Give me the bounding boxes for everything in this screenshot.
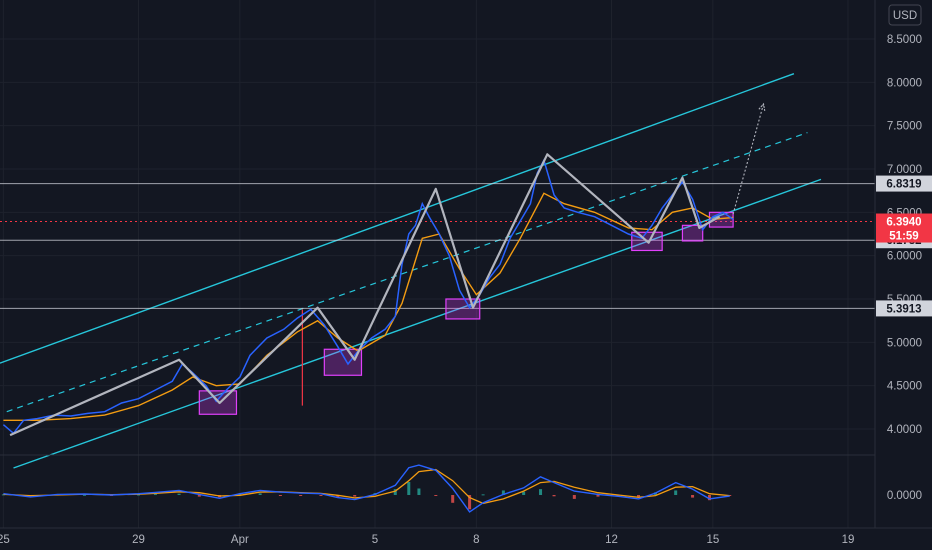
histogram-bar-11 [258, 493, 262, 495]
x-tick-label-7: 19 [842, 534, 855, 546]
channel-upper-line[interactable] [0, 73, 795, 364]
histogram-bar-29 [572, 495, 576, 499]
x-tick-label-5: 12 [605, 534, 618, 546]
histogram-bar-16 [353, 495, 357, 497]
histogram-bar-14 [319, 495, 323, 496]
histogram-bar-5 [137, 494, 141, 496]
x-tick-label-1: 29 [132, 534, 145, 546]
grid-lines [0, 0, 875, 528]
y-tick-label-1: 4.5000 [887, 381, 922, 393]
histogram-bar-13 [299, 495, 303, 496]
histogram-bar-25 [501, 490, 505, 495]
y-tick-label-2: 5.0000 [887, 337, 922, 349]
histogram-bar-37 [728, 495, 732, 496]
signal-line [3, 468, 730, 505]
histogram-bar-18 [393, 489, 397, 495]
highlight-box-4[interactable] [681, 224, 704, 242]
currency-label: USD [893, 10, 917, 22]
histogram-bar-24 [481, 494, 485, 496]
x-tick-label-2: Apr [231, 534, 249, 546]
zigzag-pattern[interactable] [9, 102, 766, 437]
y-tick-label-8: 8.0000 [887, 77, 922, 89]
price-series-group [2, 158, 734, 435]
price-line [2, 158, 734, 435]
histogram-bar-8 [197, 495, 201, 497]
price-axis[interactable]: 4.00004.50005.00005.50006.00006.50007.00… [887, 34, 922, 502]
regression-channel[interactable] [0, 73, 822, 469]
current-price-tag: 6.3940 [886, 217, 921, 229]
histogram-bar-34 [674, 490, 678, 495]
macd-line [3, 464, 730, 513]
oscillator-pane [1, 464, 732, 513]
zigzag-line[interactable] [9, 153, 721, 437]
histogram-bar-20 [417, 488, 421, 495]
histogram-bar-22 [451, 495, 455, 503]
channel-mid-line[interactable] [6, 132, 808, 413]
countdown-tag: 51:59 [889, 231, 918, 243]
histogram-bar-19 [407, 482, 411, 495]
channel-lower-line[interactable] [13, 178, 822, 469]
osc-zero-label: 0.0000 [887, 490, 922, 502]
level-tag-0: 6.8319 [886, 179, 921, 191]
level-tag-bg-2 [876, 300, 932, 317]
x-tick-label-4: 8 [473, 534, 479, 546]
current-price-tag-bg [876, 213, 932, 243]
histogram-bar-35 [691, 495, 695, 498]
level-tag-2: 5.3913 [886, 303, 921, 315]
y-tick-label-4: 6.0000 [887, 251, 922, 263]
x-tick-label-0: 25 [0, 534, 10, 546]
histogram-bar-27 [539, 489, 543, 495]
forecast-arrow-line[interactable] [732, 103, 765, 215]
histogram-bar-12 [278, 495, 282, 496]
histogram-bar-32 [637, 495, 641, 497]
histogram-bar-36 [707, 495, 711, 501]
y-tick-label-0: 4.0000 [887, 424, 922, 436]
ema-line [3, 192, 734, 421]
histogram-bar-30 [596, 495, 600, 497]
histogram-bar-23 [468, 495, 472, 510]
level-tag-bg-0 [876, 175, 932, 192]
x-tick-label-3: 5 [372, 534, 378, 546]
y-tick-label-6: 7.0000 [887, 164, 922, 176]
histogram-bar-15 [336, 495, 340, 498]
currency-button[interactable]: USD [888, 4, 922, 26]
histogram-bar-3 [82, 494, 86, 496]
histogram-bar-0 [1, 494, 5, 496]
forecast-arrow-head [758, 102, 766, 111]
time-axis[interactable]: 25 29 Apr 5 8 12 15 19 [0, 534, 854, 546]
y-tick-label-9: 8.5000 [887, 34, 922, 46]
histogram-bar-6 [153, 494, 157, 496]
histogram-bar-26 [522, 491, 526, 495]
histogram-bar-21 [434, 495, 438, 496]
horizontal-levels[interactable] [0, 183, 875, 309]
histogram-bar-7 [177, 493, 181, 495]
y-tick-label-7: 7.5000 [887, 121, 922, 133]
histogram-bar-28 [552, 495, 556, 497]
x-tick-label-6: 15 [706, 534, 719, 546]
